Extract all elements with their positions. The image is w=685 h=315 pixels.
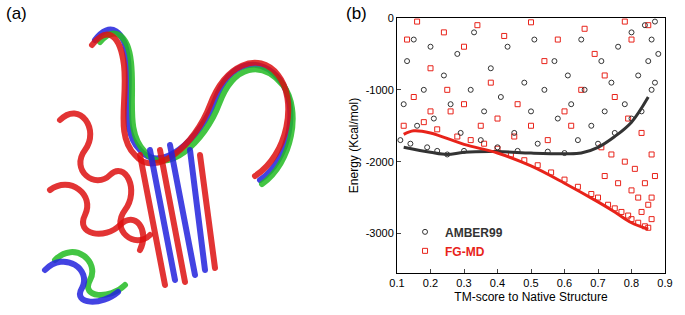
svg-text:-1000: -1000 [366,84,394,96]
svg-text:-2000: -2000 [366,156,394,168]
svg-text:0.5: 0.5 [523,277,538,289]
svg-text:0.3: 0.3 [456,277,471,289]
svg-text:FG-MD: FG-MD [445,245,485,259]
html-text:(b): (b) [346,4,367,23]
svg-text:0: 0 [388,12,394,24]
svg-text:-3000: -3000 [366,227,394,239]
svg-text:AMBER99: AMBER99 [445,226,503,240]
svg-text:TM-score to Native Structure: TM-score to Native Structure [454,290,608,304]
svg-text:0.1: 0.1 [389,277,404,289]
svg-text:0.8: 0.8 [624,277,639,289]
svg-text:0.6: 0.6 [557,277,572,289]
svg-text:0.9: 0.9 [657,277,672,289]
svg-text:0.4: 0.4 [490,277,505,289]
svg-text:Energy (Kcal/mol): Energy (Kcal/mol) [347,98,361,193]
svg-text:0.2: 0.2 [423,277,438,289]
html-text:(a): (a) [6,4,27,23]
svg-text:0.7: 0.7 [590,277,605,289]
